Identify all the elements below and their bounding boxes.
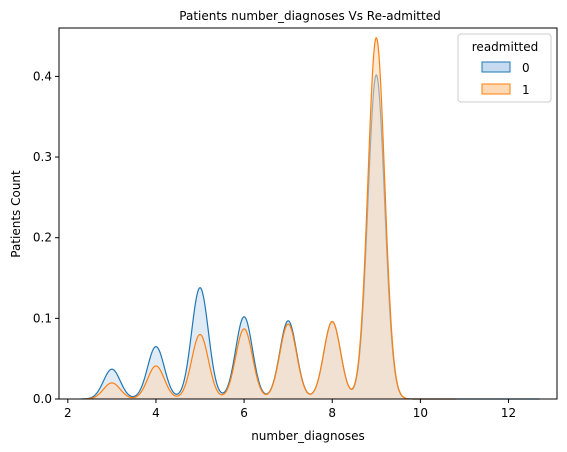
x-tick-label: 8 (328, 406, 336, 420)
legend-swatch-0 (481, 61, 511, 73)
legend-label-0: 0 (522, 61, 530, 75)
x-tick-label: 6 (240, 406, 248, 420)
legend-title: readmitted (472, 40, 538, 54)
y-tick-label: 0.2 (33, 231, 52, 245)
x-tick-label: 4 (152, 406, 160, 420)
legend: readmitted 0 1 (457, 33, 552, 103)
x-tick-label: 12 (501, 406, 516, 420)
y-tick-label: 0.0 (33, 392, 52, 406)
y-tick-label: 0.4 (33, 69, 52, 83)
y-tick-label: 0.1 (33, 311, 52, 325)
plot-frame (58, 27, 558, 400)
x-tick-label: 10 (413, 406, 428, 420)
y-axis-label: Patients Count (9, 170, 23, 258)
x-tick-label: 2 (64, 406, 72, 420)
y-tick-label: 0.3 (33, 150, 52, 164)
legend-label-1: 1 (522, 83, 530, 97)
y-axis: 0.0 0.1 0.2 0.3 0.4 (33, 69, 59, 406)
chart-title: Patients number_diagnoses Vs Re-admitted (179, 9, 440, 23)
series-1-line (85, 37, 456, 400)
series-1-area (85, 37, 456, 400)
legend-swatch-1 (481, 83, 511, 95)
series-0-area (81, 75, 540, 399)
x-axis: 2 4 6 8 10 12 (64, 399, 516, 420)
x-axis-label: number_diagnoses (251, 429, 365, 443)
series-0-line (81, 74, 540, 400)
